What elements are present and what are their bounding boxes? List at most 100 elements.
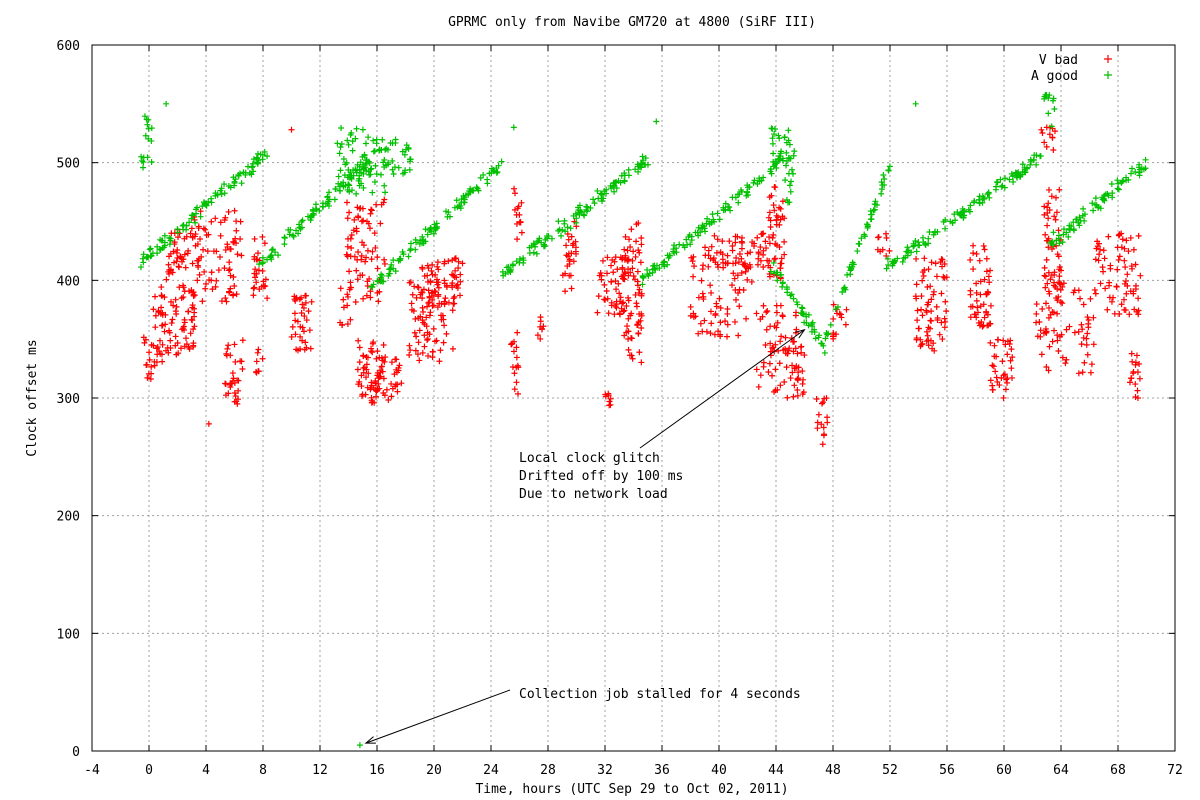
a-good-point [248,171,255,178]
a-good-point [250,168,257,175]
v-bad-point [781,238,788,245]
v-bad-point [1133,352,1140,359]
v-bad-point [738,255,745,262]
a-good-point [894,255,901,262]
a-good-point [584,204,591,211]
v-bad-point [449,307,456,314]
a-good-point [880,171,887,178]
v-bad-point [695,330,702,337]
a-good-point [281,241,288,248]
legend-marker [1104,55,1112,63]
v-bad-point [355,248,362,255]
v-bad-point [360,369,367,376]
v-bad-point [784,350,791,357]
a-good-point [777,150,784,157]
a-good-point [268,252,275,259]
a-good-point [871,206,878,213]
v-bad-point [1121,280,1128,287]
v-bad-point [690,273,697,280]
v-bad-point [1009,354,1016,361]
a-good-point [676,241,683,248]
v-bad-point [515,364,522,371]
a-good-point [716,216,723,223]
v-bad-point [355,214,362,221]
v-bad-point [886,247,893,254]
v-bad-point [769,234,776,241]
a-good-point [362,161,369,168]
a-good-point [744,192,751,199]
a-good-point [812,335,819,342]
a-good-point [1068,223,1075,230]
v-bad-point [143,361,150,368]
v-bad-point [363,374,370,381]
v-bad-point [613,286,620,293]
v-bad-point [638,324,645,331]
v-bad-point [755,383,762,390]
v-bad-point [191,216,198,223]
a-good-point [697,229,704,236]
a-good-point [767,268,774,275]
v-bad-point [611,311,618,318]
a-good-point [639,281,646,288]
v-bad-point [356,205,363,212]
v-bad-point [621,246,628,253]
v-bad-point [760,230,767,237]
v-bad-point [429,354,436,361]
v-bad-point [732,296,739,303]
a-good-point [832,306,839,313]
v-bad-point [772,184,779,191]
a-good-point [573,219,580,226]
v-bad-point [1134,395,1141,401]
v-bad-point [234,251,241,258]
a-good-point [885,261,892,268]
v-bad-point [424,329,431,336]
v-bad-point [619,266,626,273]
v-bad-point [781,251,788,258]
v-bad-point [1102,285,1109,292]
v-bad-point [162,321,169,328]
a-good-point [864,224,871,231]
v-bad-point [434,304,441,311]
v-bad-point [1066,323,1073,330]
v-bad-point [373,388,380,395]
v-bad-point [178,345,185,352]
v-bad-point [358,383,365,390]
v-bad-point [192,242,199,249]
v-bad-point [628,352,635,359]
a-good-point [839,288,846,295]
v-bad-point [942,298,949,305]
v-bad-point [980,322,987,329]
v-bad-point [1051,279,1058,286]
a-good-point [965,206,972,213]
a-good-point [354,161,361,168]
v-bad-point [637,317,644,324]
v-bad-point [259,233,266,240]
a-good-point [156,246,163,253]
v-bad-point [713,249,720,256]
a-good-point [259,156,266,163]
v-bad-point [454,284,461,291]
v-bad-point [625,336,632,343]
a-good-point [744,182,751,189]
v-bad-point [714,236,721,243]
v-bad-point [789,362,796,369]
v-bad-point [259,267,266,274]
a-good-point [264,153,271,160]
v-bad-point [430,302,437,309]
a-good-point [408,240,415,247]
v-bad-point [760,302,767,309]
v-bad-point [999,358,1006,365]
v-bad-point [513,220,520,227]
v-bad-point [1130,370,1137,377]
v-bad-point [1045,269,1052,276]
v-bad-point [913,336,920,343]
a-good-point [379,136,386,143]
v-bad-point [174,339,181,346]
v-bad-point [169,316,176,323]
a-good-point [334,140,341,147]
v-bad-point [181,316,188,323]
a-good-point [768,125,775,132]
a-good-point [399,248,406,255]
v-bad-point [615,280,622,287]
v-bad-point [992,368,999,375]
